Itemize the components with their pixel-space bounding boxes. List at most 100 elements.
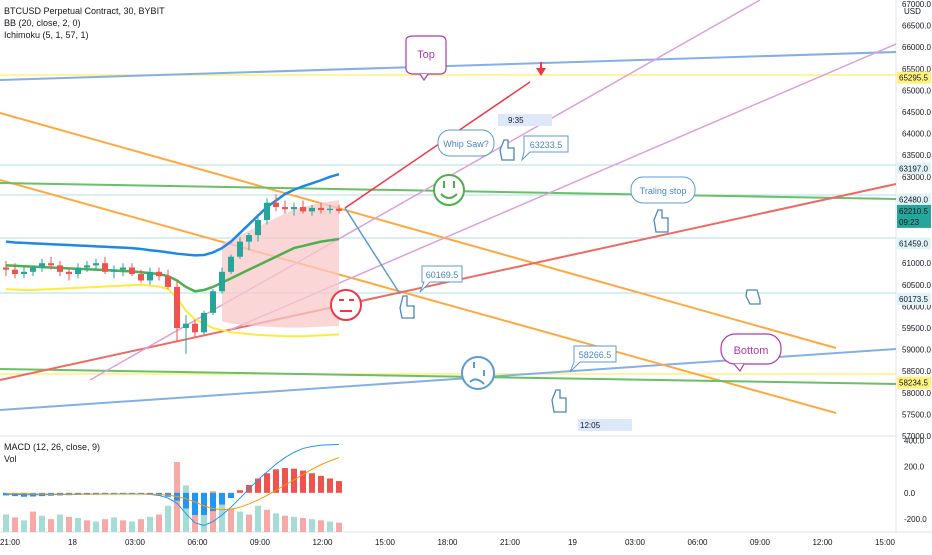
- projection-line-red: [344, 81, 531, 209]
- price-badge-label: 61459.0: [899, 239, 928, 248]
- volume-bar: [93, 521, 99, 532]
- ichimoku-legend[interactable]: Ichimoku (5, 1, 57, 1): [4, 30, 89, 40]
- price-badge: [897, 292, 931, 305]
- volume-bar: [291, 516, 297, 532]
- candles-layer: [3, 194, 342, 354]
- price-tick-label: 60000.0: [902, 302, 931, 311]
- candle-body: [300, 207, 306, 212]
- candle-body: [138, 274, 144, 281]
- time-tick-label: 12:00: [312, 538, 333, 547]
- time-tick-label: 18:00: [437, 538, 458, 547]
- volume-bar: [183, 485, 189, 532]
- time-tick-label: 18: [68, 538, 77, 547]
- price-callout-60169[interactable]: 60169.5: [419, 265, 463, 293]
- price-badge-label: 58234.5: [899, 379, 928, 388]
- price-tick-label: 57000.0: [902, 432, 931, 441]
- time-axis[interactable]: 21:00 18 03:00 06:00 09:00 12:00 15:00 18:00 21:…: [0, 538, 896, 547]
- channel-line-violet-lower: [229, 43, 897, 331]
- trailing-stop-callout[interactable]: Traling stop: [630, 176, 696, 204]
- candle-body: [129, 267, 135, 274]
- vol-legend[interactable]: Vol: [4, 454, 17, 464]
- price-badge-label: 09:23: [899, 218, 920, 227]
- candle-body: [336, 208, 342, 211]
- trailing-stop-label: Traling stop: [640, 186, 687, 196]
- price-tick-label: 61000.0: [902, 259, 931, 268]
- pointing-hand-icon: [499, 139, 515, 161]
- macd-histogram-bar: [273, 469, 279, 493]
- top-bubble: [405, 35, 447, 75]
- price-tick-label: 66500.0: [902, 22, 931, 31]
- price-axis[interactable]: 67000.0 66500.0 66000.0 65500.0 65000.0 64500…: [897, 0, 931, 441]
- macd-legend[interactable]: MACD (12, 26, close, 9): [4, 442, 100, 452]
- volume-bar: [21, 520, 27, 532]
- volume-bar: [129, 521, 135, 532]
- bottom-bubble-tail: [733, 363, 745, 373]
- macd-histogram-bar: [228, 492, 234, 499]
- candle-body: [66, 271, 72, 274]
- time-tick-label: 03:00: [125, 538, 146, 547]
- macd-pane: [3, 444, 342, 532]
- price-tick-label: 60500.0: [902, 281, 931, 290]
- volume-bar: [264, 509, 270, 532]
- candle-body: [30, 267, 36, 272]
- volume-bar: [210, 491, 216, 532]
- candle-body: [156, 271, 162, 277]
- candle-body: [228, 256, 234, 272]
- top-callout[interactable]: Top: [405, 35, 447, 82]
- time-box-1205[interactable]: 12:05: [578, 419, 632, 431]
- macd-histogram-bar: [291, 468, 297, 493]
- price-tick-label: 64500.0: [902, 108, 931, 117]
- price-60169-label: 60169.5: [426, 270, 459, 280]
- price-58266-label: 58266.5: [579, 350, 612, 360]
- macd-tick-label: 0.0: [904, 489, 916, 498]
- time-tick-label: 15:00: [375, 538, 396, 547]
- ichimoku-cloud-area: [222, 200, 339, 328]
- price-tick-label: 58000.0: [902, 389, 931, 398]
- time-tick-label: 09:00: [750, 538, 771, 547]
- volume-bar: [282, 515, 288, 532]
- candle-body: [120, 267, 126, 270]
- price-tick-label: 59000.0: [902, 346, 931, 355]
- time-tick-label: 09:00: [250, 538, 271, 547]
- volume-bar: [138, 519, 144, 532]
- trailing-stop-bubble: [630, 176, 696, 204]
- trend-line-blue-upper: [0, 51, 897, 81]
- candle-body: [282, 207, 288, 210]
- volume-bar: [3, 514, 9, 532]
- macd-tick-label: 400.0: [904, 437, 925, 446]
- candle-body: [219, 271, 225, 292]
- volume-bar: [66, 516, 72, 532]
- candle-body: [93, 263, 99, 266]
- macd-axis: 400.0 200.0 0.0 -200.0: [904, 437, 927, 524]
- price-60169-bubble: [419, 265, 463, 293]
- candle-body: [12, 269, 18, 274]
- candle-body: [237, 241, 243, 257]
- price-callout-58266[interactable]: 58266.5: [569, 345, 617, 373]
- candle-body: [57, 265, 63, 272]
- time-box-935[interactable]: 9:35: [498, 114, 552, 126]
- volume-bar: [147, 516, 153, 532]
- price-badge-label: 65295.5: [899, 74, 928, 83]
- bb-legend[interactable]: BB (20, close, 2, 0): [4, 18, 81, 28]
- price-tick-label: 66000.0: [902, 43, 931, 52]
- volume-bar: [309, 519, 315, 532]
- time-tick-label: 06:00: [187, 538, 208, 547]
- ichimoku-base-line: [5, 283, 340, 338]
- price-badge-label: 63197.0: [899, 164, 928, 173]
- bottom-callout[interactable]: Bottom: [720, 333, 782, 373]
- volume-bar: [327, 521, 333, 532]
- price-badge: [897, 376, 931, 389]
- price-callout-63233[interactable]: 63233.5: [521, 135, 569, 162]
- volume-bar: [30, 511, 36, 532]
- currency-label: USD: [904, 7, 921, 16]
- macd-histogram-bar: [183, 492, 189, 509]
- price-badge: [897, 237, 931, 250]
- whip-saw-callout[interactable]: Whip Saw?: [437, 129, 495, 157]
- volume-bar: [84, 520, 90, 532]
- macd-histogram-bar: [138, 492, 144, 495]
- candle-body: [174, 286, 180, 328]
- candle-body: [327, 208, 333, 211]
- candle-body: [246, 235, 252, 242]
